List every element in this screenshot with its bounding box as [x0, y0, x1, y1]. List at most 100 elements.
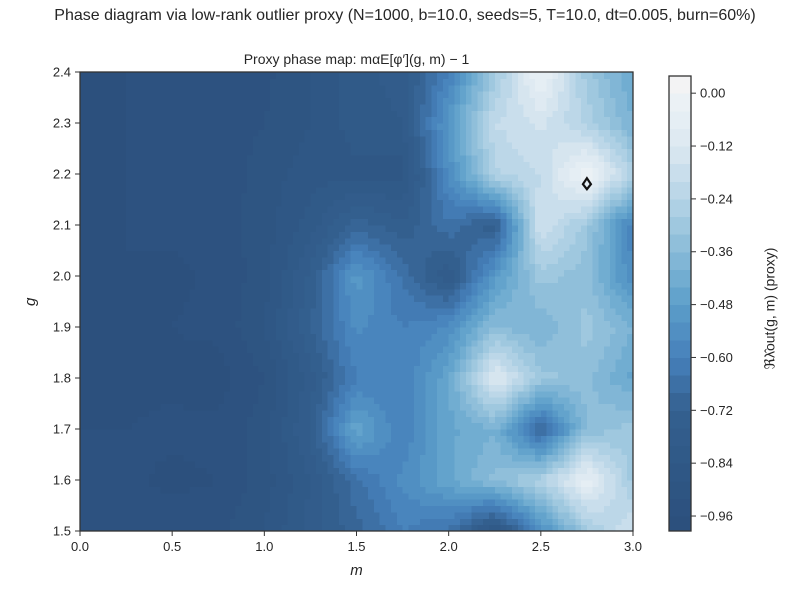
contour-cell: [287, 454, 294, 462]
contour-cell: [414, 505, 421, 513]
contour-cell: [103, 256, 110, 264]
contour-cell: [586, 282, 594, 290]
contour-cell: [627, 346, 634, 354]
contour-cell: [627, 416, 634, 424]
contour-cell: [310, 288, 317, 296]
contour-cell: [529, 301, 536, 309]
contour-cell: [137, 276, 144, 283]
contour-cell: [431, 225, 438, 232]
contour-cell: [80, 416, 87, 424]
contour-cell: [454, 486, 461, 494]
contour-cell: [316, 390, 323, 398]
contour-cell: [494, 371, 502, 379]
contour-cell: [235, 409, 242, 417]
contour-cell: [368, 409, 375, 417]
contour-cell: [97, 486, 104, 494]
contour-cell: [500, 327, 507, 334]
contour-cell: [80, 263, 87, 271]
contour-cell: [149, 473, 156, 481]
contour-cell: [85, 256, 93, 264]
contour-cell: [339, 269, 346, 277]
contour-cell: [425, 320, 432, 328]
contour-cell: [154, 397, 162, 405]
contour-cell: [247, 231, 254, 239]
contour-cell: [615, 384, 623, 392]
contour-cell: [517, 365, 525, 373]
contour-cell: [114, 333, 121, 341]
contour-cell: [304, 505, 312, 513]
contour-cell: [316, 256, 323, 264]
contour-cell: [598, 320, 605, 328]
contour-cell: [575, 371, 582, 379]
contour-cell: [316, 174, 323, 181]
contour-cell: [419, 429, 427, 436]
contour-cell: [247, 269, 254, 277]
contour-cell: [137, 371, 144, 379]
contour-cell: [344, 269, 352, 277]
contour-cell: [120, 174, 127, 181]
contour-cell: [154, 237, 162, 245]
contour-cell: [483, 295, 490, 303]
contour-cell: [235, 333, 242, 341]
contour-cell: [506, 250, 513, 258]
contour-cell: [218, 256, 225, 264]
contour-cell: [540, 441, 548, 449]
contour-cell: [206, 365, 214, 373]
contour-cell: [287, 480, 294, 487]
contour-cell: [333, 384, 340, 392]
contour-cell: [373, 384, 381, 392]
contour-cell: [569, 307, 576, 315]
contour-cell: [425, 371, 432, 379]
contour-cell: [535, 390, 542, 398]
contour-cell: [523, 429, 530, 436]
contour-cell: [287, 250, 294, 258]
contour-cell: [414, 403, 421, 411]
contour-cell: [563, 460, 571, 468]
contour-cell: [465, 435, 473, 443]
contour-cell: [437, 473, 444, 481]
contour-cell: [206, 307, 214, 315]
contour-cell: [293, 384, 300, 392]
contour-cell: [523, 390, 530, 398]
contour-cell: [471, 269, 479, 277]
contour-cell: [304, 365, 312, 373]
contour-cell: [131, 499, 139, 507]
contour-cell: [126, 218, 133, 226]
contour-cell: [344, 352, 352, 360]
contour-cell: [126, 422, 133, 430]
contour-cell: [442, 339, 450, 347]
contour-cell: [80, 524, 87, 532]
contour-cell: [517, 492, 525, 500]
contour-cell: [321, 511, 329, 519]
contour-cell: [350, 295, 358, 303]
contour-cell: [218, 244, 225, 252]
contour-cell: [143, 511, 150, 519]
contour-cell: [523, 282, 530, 290]
contour-cell: [333, 397, 340, 405]
contour-cell: [91, 518, 98, 526]
contour-cell: [275, 327, 283, 334]
contour-cell: [177, 205, 185, 213]
contour-cell: [108, 314, 116, 322]
contour-cell: [91, 327, 98, 334]
contour-cell: [281, 486, 288, 494]
contour-cell: [241, 301, 248, 309]
contour-cell: [327, 295, 335, 303]
contour-cell: [552, 397, 559, 405]
contour-cell: [506, 339, 513, 347]
contour-cell: [258, 486, 265, 494]
contour-cell: [465, 378, 473, 385]
contour-cell: [166, 422, 173, 430]
contour-cell: [356, 435, 363, 443]
contour-cell: [229, 467, 237, 475]
contour-cell: [460, 397, 467, 405]
contour-cell: [408, 250, 415, 258]
contour-cell: [270, 237, 277, 245]
contour-cell: [460, 339, 467, 347]
contour-cell: [80, 301, 87, 309]
contour-cell: [200, 237, 208, 245]
contour-cell: [431, 358, 438, 366]
contour-cell: [621, 524, 628, 532]
contour-cell: [627, 518, 634, 526]
contour-cell: [408, 397, 415, 405]
